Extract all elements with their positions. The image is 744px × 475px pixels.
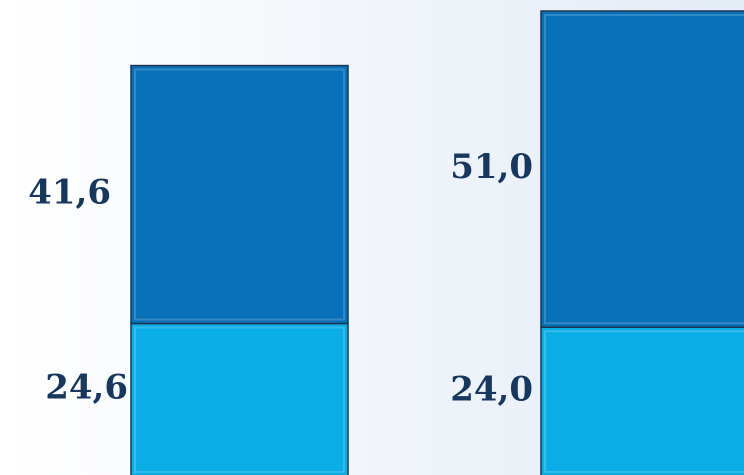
bar-segment — [130, 322, 349, 475]
bar-bevel — [134, 326, 345, 474]
bar-bevel — [544, 14, 744, 325]
bar-segment — [540, 10, 744, 328]
bar-segment — [130, 64, 349, 325]
data-label: 41,6 — [28, 173, 111, 213]
bar-bevel — [134, 68, 345, 321]
bar-bevel — [544, 330, 744, 474]
data-label: 24,0 — [450, 370, 533, 410]
data-label: 51,0 — [450, 147, 533, 187]
data-label: 24,6 — [45, 368, 128, 408]
bar-segment — [540, 326, 744, 475]
